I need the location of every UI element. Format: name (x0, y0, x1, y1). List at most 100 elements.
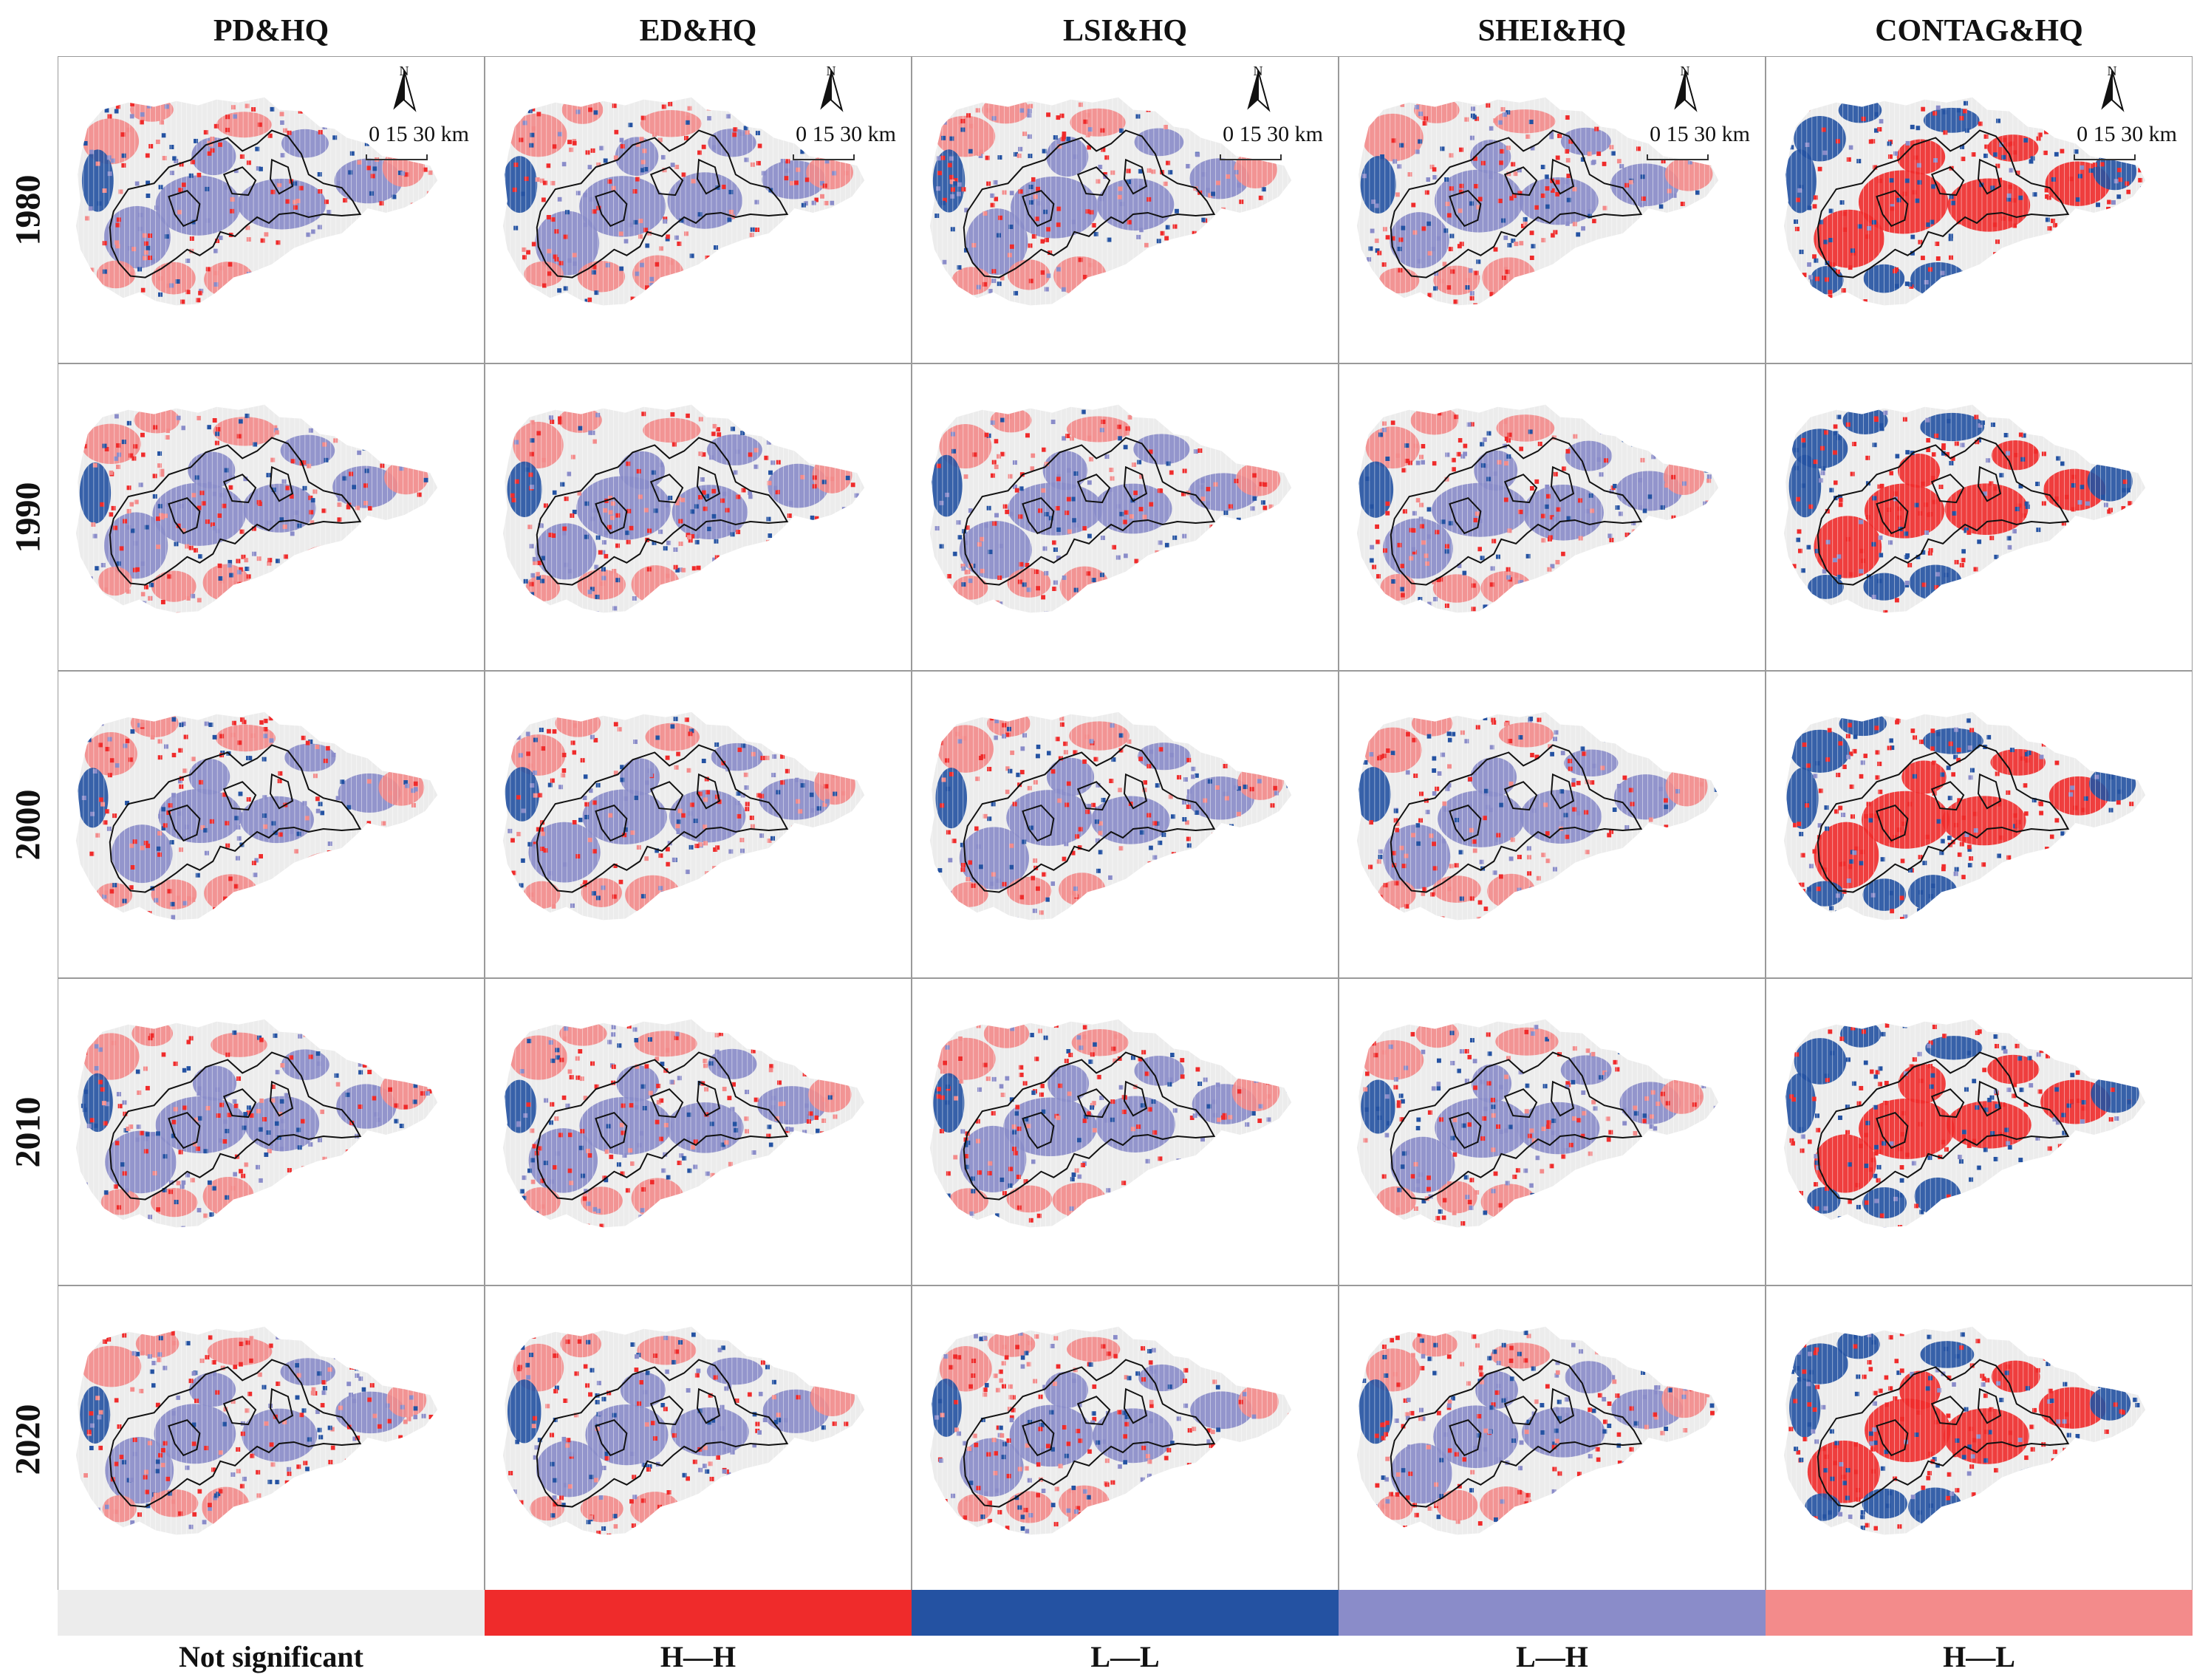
cluster-cell (396, 881, 401, 887)
cluster-cell (538, 523, 543, 528)
cluster-patch (631, 565, 680, 604)
cluster-cell (115, 222, 120, 228)
cluster-cell (372, 166, 377, 171)
cluster-cell (543, 848, 548, 853)
cluster-cell (1395, 822, 1400, 827)
cluster-cell (749, 815, 754, 820)
cluster-cell (1620, 559, 1625, 564)
cluster-cell (116, 217, 121, 222)
cluster-cell (1613, 483, 1618, 488)
cluster-cell (1395, 453, 1401, 458)
cluster-cell (402, 827, 407, 832)
cluster-cell (2138, 168, 2143, 173)
cluster-cell (1401, 864, 1407, 869)
cluster-cell (765, 275, 770, 280)
cluster-cell (2081, 522, 2086, 527)
cluster-cell (1086, 571, 1091, 576)
cluster-cell (2092, 163, 2097, 168)
scale-bar-label: 0 15 30 km (1223, 122, 1323, 146)
row-label: 1990 (0, 363, 56, 671)
cluster-cell (676, 830, 681, 835)
cluster-cell (1498, 874, 1503, 879)
cluster-cell (1486, 477, 1491, 482)
cluster-cell (809, 792, 814, 797)
cluster-cell (401, 876, 406, 881)
cluster-cell (1483, 604, 1488, 609)
cluster-cell (1062, 856, 1067, 861)
cluster-cell (259, 720, 264, 725)
cluster-cell (1200, 496, 1206, 502)
cluster-cell (1993, 152, 1998, 157)
cluster-cell (311, 229, 316, 234)
cluster-cell (255, 146, 260, 151)
cluster-cell (1138, 757, 1143, 762)
cluster-cell (1500, 106, 1506, 112)
cluster-cell (2135, 460, 2140, 465)
cluster-cell (1193, 413, 1198, 418)
cluster-cell (1237, 298, 1242, 303)
cluster-cell (1653, 841, 1658, 846)
cluster-patch (378, 769, 425, 806)
cluster-cell (1492, 118, 1497, 123)
cluster-cell (530, 420, 535, 425)
cluster-cell (578, 817, 584, 822)
cluster-cell (1033, 779, 1038, 785)
cluster-cell (433, 282, 438, 287)
cluster-cell (1083, 119, 1088, 124)
cluster-cell (859, 265, 864, 270)
cluster-cell (1861, 559, 1866, 564)
cluster-cell (369, 191, 374, 196)
cluster-cell (1540, 513, 1545, 519)
cluster-cell (2020, 262, 2026, 267)
cluster-cell (160, 120, 164, 125)
cluster-cell (1507, 432, 1512, 437)
cluster-cell (2012, 609, 2017, 613)
cluster-cell (766, 440, 771, 445)
cluster-cell (686, 533, 691, 538)
cluster-cell (1832, 297, 1837, 302)
cluster-cell (1681, 481, 1687, 486)
cluster-cell (1996, 118, 2001, 123)
cluster-cell (1970, 590, 1975, 595)
cluster-cell (232, 114, 237, 119)
cluster-cell (142, 256, 147, 261)
cluster-cell (2065, 281, 2071, 286)
cluster-cell (1014, 488, 1019, 493)
cluster-cell (763, 723, 768, 728)
cluster-cell (308, 495, 313, 500)
cluster-cell (1378, 895, 1383, 900)
cluster-cell (1402, 919, 1407, 921)
cluster-cell (961, 566, 966, 571)
map-panel (485, 363, 912, 671)
cluster-cell (167, 574, 172, 579)
cluster-cell (349, 151, 355, 156)
cluster-cell (1432, 167, 1437, 172)
cluster-cell (1545, 204, 1551, 209)
cluster-cell (2029, 286, 2034, 291)
cluster-cell (638, 234, 643, 239)
cluster-cell (392, 859, 397, 864)
cluster-cell (768, 533, 773, 538)
row-label-text: 2020 (8, 1404, 48, 1475)
cluster-cell (990, 473, 995, 478)
map-panel (1339, 363, 1766, 671)
cluster-cell (844, 449, 850, 454)
cluster-cell (299, 909, 304, 915)
cluster-cell (109, 758, 115, 763)
cluster-cell (290, 459, 295, 464)
cluster-cell (824, 200, 829, 205)
cluster-cell (2133, 237, 2138, 242)
cluster-cell (412, 255, 417, 260)
cluster-cell (1031, 234, 1036, 239)
district-boundary (595, 158, 721, 228)
cluster-cell (1073, 750, 1078, 755)
cluster-cell (1627, 731, 1632, 737)
cluster-cell (1944, 573, 1949, 578)
cluster-cell (1422, 887, 1427, 892)
cluster-cell (1681, 254, 1686, 259)
cluster-cell (169, 145, 174, 149)
cluster-cell (1871, 219, 1876, 225)
cluster-cell (279, 112, 284, 117)
cluster-cell (348, 170, 353, 175)
cluster-cell (332, 135, 338, 140)
